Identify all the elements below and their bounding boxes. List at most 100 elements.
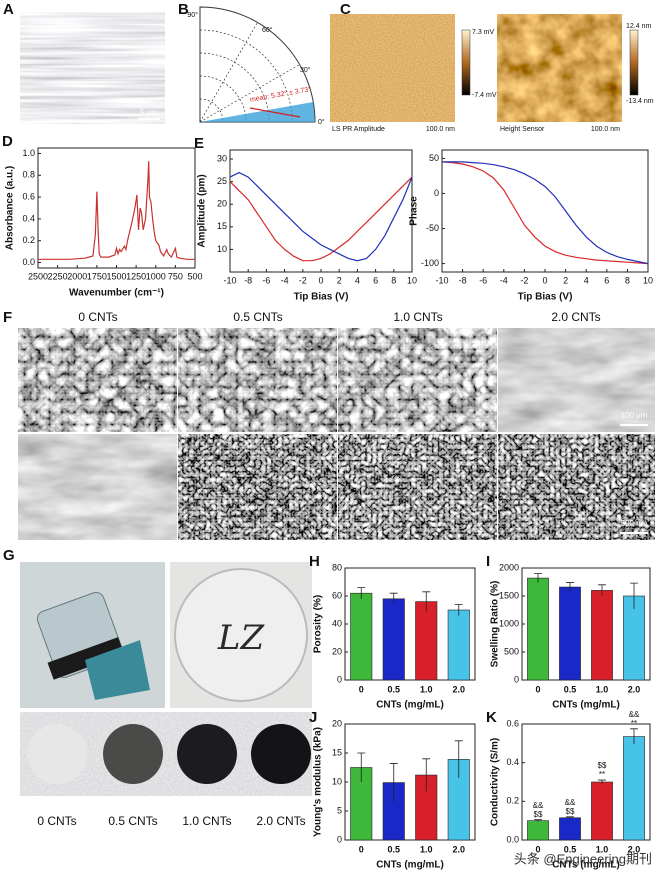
y-tick-label: 15	[332, 747, 342, 757]
x-tick-label: 1.0	[420, 684, 433, 694]
x-tick-label: -6	[479, 275, 487, 285]
colorbar-max: 7.3 mV	[472, 29, 495, 36]
error-bar	[630, 728, 638, 745]
panel-label: C	[340, 1, 351, 18]
panel-label: D	[2, 133, 13, 150]
significance-label: **	[631, 719, 637, 728]
watermark: 头条 @Engineering期刊	[514, 851, 652, 866]
y-tick-label: 0	[514, 674, 519, 684]
y-tick-label: 20	[332, 646, 342, 656]
error-bar	[422, 591, 431, 612]
significance-label: $$	[598, 761, 607, 770]
bar	[415, 601, 438, 681]
x-tick-label: 0.5	[564, 844, 577, 854]
plot-frame	[441, 149, 649, 273]
x-tick-label: -8	[459, 275, 467, 285]
column-label: 1.0 CNTs	[393, 310, 442, 324]
scale-bar-label: 100.0 nm	[591, 126, 620, 133]
x-tick-label: 2500	[28, 271, 48, 281]
series-line	[441, 161, 649, 265]
y-tick-label: 0	[337, 834, 342, 844]
mean-arrow	[249, 107, 301, 118]
x-tick-label: 0	[318, 275, 323, 285]
y-tick-label: 1000	[499, 618, 519, 628]
panel-label: F	[3, 309, 12, 326]
disk	[27, 724, 87, 784]
x-tick-label: 2000	[67, 271, 87, 281]
y-tick-label: 0.4	[22, 213, 35, 223]
polar-grid	[199, 6, 316, 123]
sem-image	[178, 434, 337, 540]
y-tick-label: 0.6	[506, 718, 519, 728]
x-tick-label: 2.0	[628, 844, 641, 854]
series-line	[229, 176, 413, 262]
sem-image	[498, 434, 655, 540]
y-axis-label: Phase	[409, 196, 420, 226]
error-bar	[534, 573, 542, 583]
significance-label: $$	[534, 810, 543, 819]
x-axis-label: CNTs (mg/mL)	[552, 700, 620, 711]
series-line	[442, 161, 649, 265]
sem-image	[18, 328, 177, 432]
error-bar	[454, 740, 463, 778]
image-caption: Height Sensor	[500, 126, 545, 133]
afm-image	[330, 14, 455, 122]
significance-label: &&	[533, 801, 544, 810]
y-tick-label: -50	[426, 223, 439, 233]
x-axis-label: Tip Bias (V)	[518, 292, 573, 303]
x-tick-label: 0.5	[564, 684, 577, 694]
mean-annotation: mean: 5.32° ± 3.73°	[249, 85, 312, 104]
sem-image	[498, 328, 655, 432]
sem-image	[178, 328, 337, 432]
x-tick-label: 4	[584, 275, 589, 285]
y-tick-label: 1500	[499, 590, 519, 600]
angle-label: 90°	[187, 11, 198, 19]
y-axis-label: Young's modulus (kPa)	[313, 727, 324, 837]
y-tick-label: 0.8	[22, 170, 35, 180]
y-tick-label: 0.0	[22, 257, 35, 267]
panel-label: E	[194, 135, 204, 152]
series-line	[229, 171, 413, 262]
series-line	[38, 161, 195, 260]
y-axis-label: Amplitude (pm)	[197, 174, 208, 247]
x-tick-label: 750	[168, 271, 183, 281]
x-tick-label: 1250	[126, 271, 146, 281]
panel-label: K	[486, 709, 497, 726]
y-axis-label: Swelling Ratio (%)	[490, 581, 501, 668]
bar	[350, 592, 373, 681]
y-tick-label: 1.0	[22, 148, 35, 158]
x-tick-label: 10	[643, 275, 653, 285]
colorbar	[461, 29, 471, 96]
scale-bar-label: 500 nm	[621, 519, 648, 528]
column-label: 0.5 CNTs	[108, 814, 157, 828]
x-tick-label: 8	[391, 275, 396, 285]
y-tick-label: 500	[504, 646, 519, 656]
x-tick-label: 1500	[106, 271, 126, 281]
bar	[527, 577, 549, 681]
disk	[103, 724, 163, 784]
x-axis-label: CNTs (mg/mL)	[376, 860, 444, 871]
x-tick-label: -2	[520, 275, 528, 285]
afm-image	[497, 14, 622, 122]
x-tick-label: 0	[542, 275, 547, 285]
error-bar	[630, 582, 638, 609]
sem-image	[18, 434, 177, 540]
column-label: 0.5 CNTs	[233, 310, 282, 324]
error-bar	[454, 604, 463, 616]
x-tick-label: 6	[604, 275, 609, 285]
x-tick-label: 1000	[146, 271, 166, 281]
sem-image	[338, 434, 497, 540]
x-tick-label: 1.0	[420, 844, 433, 854]
panel-label: I	[486, 553, 490, 570]
angle-label: 60°	[262, 26, 273, 34]
x-tick-label: 2.0	[452, 844, 465, 854]
y-tick-label: 2000	[499, 562, 519, 572]
bar	[559, 817, 581, 841]
x-tick-label: 0	[535, 684, 540, 694]
x-axis-label: Wavenumber (cm⁻¹)	[69, 288, 164, 299]
disk	[251, 724, 311, 784]
y-tick-label: 5	[337, 805, 342, 815]
significance-label: $$	[566, 807, 575, 816]
error-bar	[389, 763, 398, 802]
